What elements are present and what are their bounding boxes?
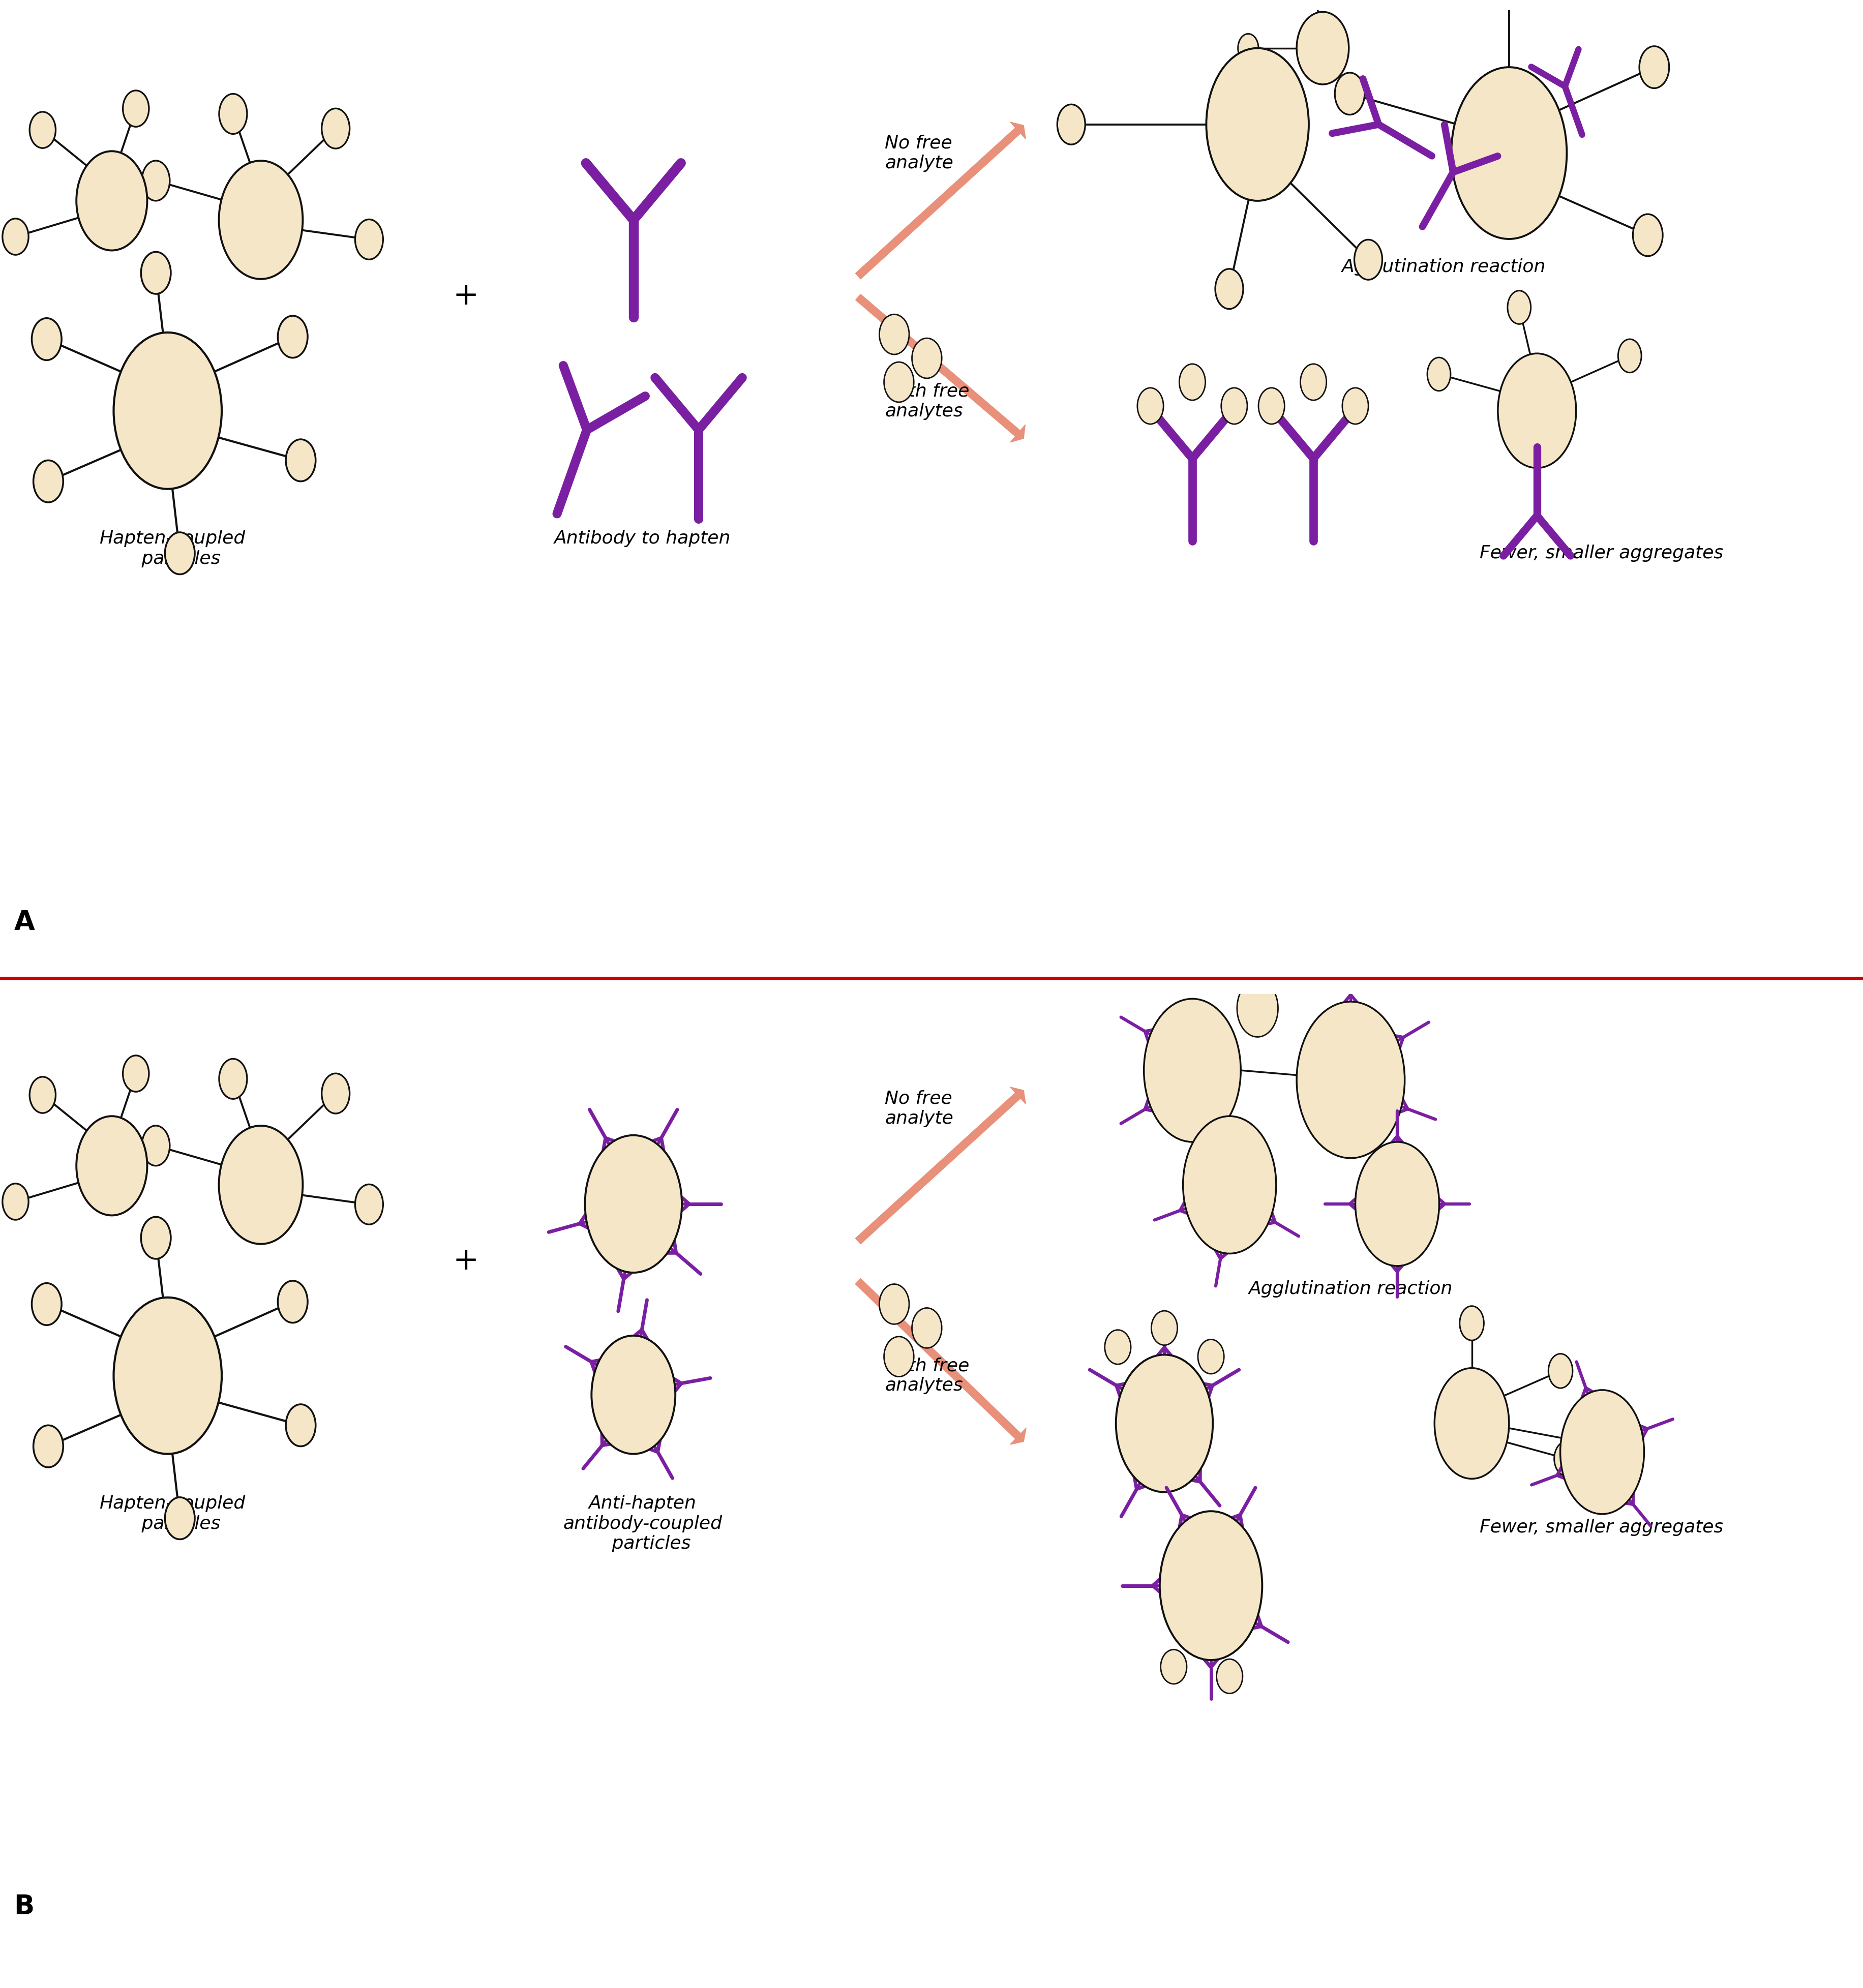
Ellipse shape <box>1105 1330 1131 1364</box>
Ellipse shape <box>1297 1002 1405 1159</box>
Ellipse shape <box>879 314 909 354</box>
Ellipse shape <box>1435 1368 1509 1479</box>
Ellipse shape <box>1632 215 1662 256</box>
Ellipse shape <box>1498 354 1576 467</box>
Ellipse shape <box>285 1404 315 1447</box>
Ellipse shape <box>142 1125 170 1165</box>
Ellipse shape <box>114 1298 222 1453</box>
Ellipse shape <box>1334 74 1364 115</box>
Ellipse shape <box>1159 1511 1263 1660</box>
Ellipse shape <box>1144 998 1241 1141</box>
Text: Fewer, smaller aggregates: Fewer, smaller aggregates <box>1479 1519 1723 1537</box>
Ellipse shape <box>1548 1354 1572 1388</box>
Ellipse shape <box>1207 48 1310 201</box>
Text: Agglutination reaction: Agglutination reaction <box>1248 1280 1453 1298</box>
Text: No free
analyte: No free analyte <box>885 135 954 171</box>
Text: A: A <box>15 909 35 936</box>
Text: With free
analytes: With free analytes <box>885 1358 969 1394</box>
Ellipse shape <box>166 533 196 575</box>
Ellipse shape <box>1639 46 1669 87</box>
Ellipse shape <box>76 151 147 250</box>
Ellipse shape <box>1151 1310 1177 1346</box>
Text: +: + <box>453 280 479 312</box>
Ellipse shape <box>1451 68 1567 239</box>
Ellipse shape <box>1354 241 1382 280</box>
Text: +: + <box>453 1246 479 1276</box>
Ellipse shape <box>1494 0 1524 8</box>
Text: With free
analytes: With free analytes <box>885 382 969 419</box>
Ellipse shape <box>123 1056 149 1091</box>
Ellipse shape <box>220 93 248 133</box>
Ellipse shape <box>34 1425 63 1467</box>
Ellipse shape <box>913 1308 941 1348</box>
Ellipse shape <box>356 1185 384 1225</box>
Text: B: B <box>15 1893 34 1920</box>
Text: Anti-hapten
antibody-coupled
   particles: Anti-hapten antibody-coupled particles <box>563 1495 723 1553</box>
Ellipse shape <box>1237 980 1278 1038</box>
Ellipse shape <box>76 1115 147 1215</box>
Ellipse shape <box>883 1336 915 1376</box>
Ellipse shape <box>285 439 315 481</box>
Ellipse shape <box>1179 364 1205 400</box>
Ellipse shape <box>220 1125 302 1244</box>
Ellipse shape <box>1559 1390 1643 1515</box>
Ellipse shape <box>1554 1441 1578 1475</box>
Ellipse shape <box>1058 105 1084 145</box>
Text: Agglutination reaction: Agglutination reaction <box>1341 258 1546 274</box>
Ellipse shape <box>123 91 149 127</box>
Ellipse shape <box>1461 1306 1483 1340</box>
Ellipse shape <box>1250 930 1267 954</box>
Ellipse shape <box>591 1336 674 1453</box>
Ellipse shape <box>356 219 384 260</box>
Ellipse shape <box>1259 388 1285 423</box>
Ellipse shape <box>142 1217 171 1258</box>
Ellipse shape <box>32 318 61 360</box>
Ellipse shape <box>220 161 302 278</box>
Ellipse shape <box>879 1284 909 1324</box>
Ellipse shape <box>142 161 170 201</box>
Ellipse shape <box>913 338 941 378</box>
Ellipse shape <box>30 1077 56 1113</box>
Ellipse shape <box>1183 1115 1276 1254</box>
Ellipse shape <box>322 109 350 149</box>
Ellipse shape <box>1198 1340 1224 1374</box>
Ellipse shape <box>322 1074 350 1113</box>
Ellipse shape <box>1217 1660 1243 1694</box>
Ellipse shape <box>142 252 171 294</box>
Ellipse shape <box>1427 358 1451 392</box>
Ellipse shape <box>1341 388 1369 423</box>
Ellipse shape <box>278 316 307 358</box>
Ellipse shape <box>1356 1141 1440 1266</box>
Ellipse shape <box>1136 388 1163 423</box>
Ellipse shape <box>1237 34 1259 62</box>
Ellipse shape <box>1116 1354 1213 1493</box>
Ellipse shape <box>166 1497 196 1539</box>
Ellipse shape <box>2 1183 28 1221</box>
Ellipse shape <box>1222 388 1248 423</box>
Text: No free
analyte: No free analyte <box>885 1089 954 1127</box>
Ellipse shape <box>34 461 63 503</box>
Ellipse shape <box>1215 268 1243 308</box>
Ellipse shape <box>883 362 915 402</box>
Text: Antibody to hapten: Antibody to hapten <box>555 531 730 547</box>
Ellipse shape <box>220 1060 248 1099</box>
Ellipse shape <box>32 1282 61 1326</box>
Ellipse shape <box>1300 364 1326 400</box>
Ellipse shape <box>114 332 222 489</box>
Ellipse shape <box>585 1135 682 1272</box>
Ellipse shape <box>1619 340 1641 372</box>
Ellipse shape <box>278 1280 307 1322</box>
Ellipse shape <box>30 111 56 147</box>
Ellipse shape <box>1297 12 1349 83</box>
Text: Hapten-coupled
   particles: Hapten-coupled particles <box>99 1495 246 1533</box>
Ellipse shape <box>1161 1650 1187 1684</box>
Ellipse shape <box>1507 290 1531 324</box>
Text: Fewer, smaller aggregates: Fewer, smaller aggregates <box>1479 545 1723 561</box>
Text: Hapten-coupled
   particles: Hapten-coupled particles <box>99 531 246 567</box>
Ellipse shape <box>2 219 28 254</box>
